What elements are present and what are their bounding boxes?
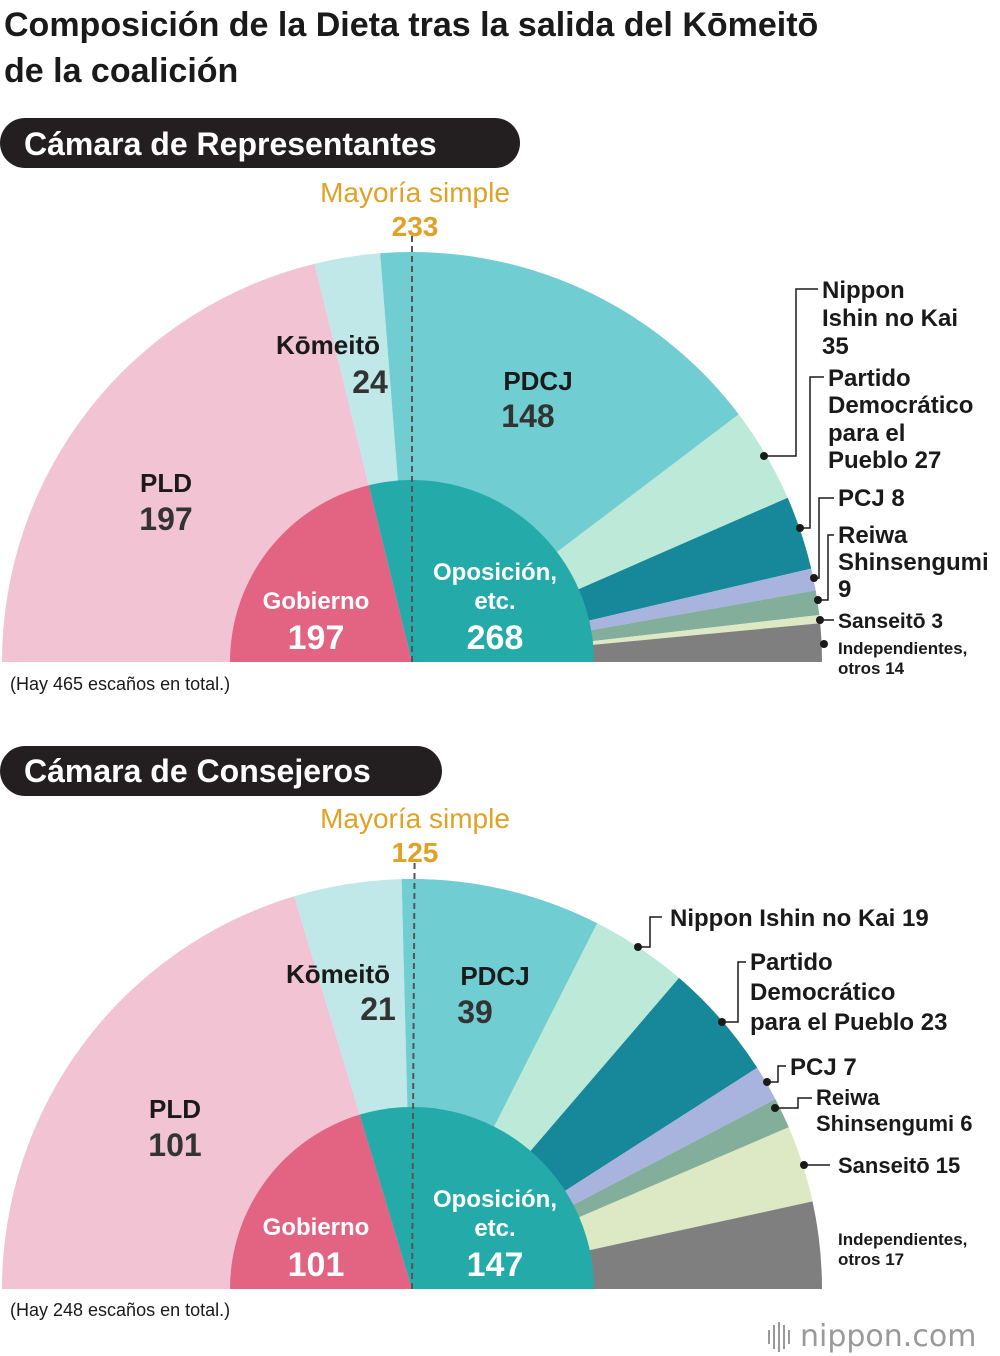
upper-gov-num: 101 xyxy=(288,1246,345,1284)
svg-text:35: 35 xyxy=(822,333,849,360)
upper-pdcj-name: PDCJ xyxy=(460,961,529,991)
lower-komeito-name: Kōmeitō xyxy=(276,330,380,360)
lower-opp-name-1: Oposición, xyxy=(433,559,557,586)
upper-ldp-num: 101 xyxy=(148,1127,201,1163)
upper-komeito-num: 21 xyxy=(360,991,396,1027)
upper-callout-jcp: PCJ 7 xyxy=(763,1054,857,1086)
lower-pdcj-name: PDCJ xyxy=(503,366,572,396)
upper-house-pill xyxy=(0,746,442,796)
lower-group-oposicion-etc xyxy=(368,480,594,662)
lower-total-note: (Hay 465 escaños en total.) xyxy=(10,674,230,694)
logo-text: nippon.com xyxy=(800,1319,976,1354)
svg-text:Independientes,: Independientes, xyxy=(838,1230,967,1249)
lower-pdcj-num: 148 xyxy=(501,398,554,434)
upper-komeito-name: Kōmeitō xyxy=(286,959,390,989)
upper-majority-label: Mayoría simple xyxy=(320,803,510,834)
lower-callout-dpfp: Partido Democrático para el Pueblo 27 xyxy=(796,365,973,532)
upper-pdcj-num: 39 xyxy=(457,994,493,1030)
upper-ldp-name: PLD xyxy=(149,1094,201,1124)
lower-house-pill xyxy=(0,118,520,168)
svg-text:Nippon Ishin no Kai 19: Nippon Ishin no Kai 19 xyxy=(670,905,929,932)
svg-text:Partido: Partido xyxy=(750,949,833,976)
lower-callout-others: Independientes, otros 14 xyxy=(820,639,967,678)
lower-house-title: Cámara de Representantes xyxy=(24,126,437,162)
svg-text:otros 14: otros 14 xyxy=(838,659,905,678)
upper-callout-reiwa: Reiwa Shinsengumi 6 xyxy=(771,1085,972,1136)
upper-callout-ishin: Nippon Ishin no Kai 19 xyxy=(634,905,929,951)
lower-inner-ring xyxy=(230,480,594,662)
lower-callout-jcp: PCJ 8 xyxy=(810,485,905,582)
svg-text:Democrático: Democrático xyxy=(828,392,973,419)
nippon-logo: nippon.com xyxy=(768,1319,976,1354)
lower-gov-num: 197 xyxy=(288,619,345,657)
lower-majority-label: Mayoría simple xyxy=(320,177,510,208)
lower-opp-name-2: etc. xyxy=(474,588,515,615)
lower-ldp-num: 197 xyxy=(139,501,192,537)
logo-bars-icon xyxy=(768,1322,790,1352)
svg-text:Nippon: Nippon xyxy=(822,277,905,304)
svg-text:Ishin no Kai: Ishin no Kai xyxy=(822,305,958,332)
svg-text:Reiwa: Reiwa xyxy=(838,522,908,549)
svg-text:para el: para el xyxy=(828,420,905,447)
svg-text:Shinsengumi 6: Shinsengumi 6 xyxy=(816,1111,972,1136)
upper-group-gobierno xyxy=(230,1114,412,1289)
lower-house-chart: Cámara de Representantes Mayoría simple … xyxy=(0,118,989,694)
lower-callout-reiwa: Reiwa Shinsengumi 9 xyxy=(814,522,989,604)
svg-text:otros 17: otros 17 xyxy=(838,1250,904,1269)
chart-title-line-2: de la coalición xyxy=(4,52,238,90)
upper-callout-sanseito: Sanseitō 15 xyxy=(800,1153,960,1178)
upper-callout-dpfp: Partido Democrático para el Pueblo 23 xyxy=(718,949,947,1036)
svg-text:Reiwa: Reiwa xyxy=(816,1085,880,1110)
svg-text:Independientes,: Independientes, xyxy=(838,639,967,658)
upper-opp-name-1: Oposición, xyxy=(433,1186,557,1213)
svg-text:Partido: Partido xyxy=(828,365,911,392)
chart-title-line-1: Composición de la Dieta tras la salida d… xyxy=(4,6,818,44)
svg-text:PCJ 8: PCJ 8 xyxy=(838,485,905,512)
upper-inner-ring xyxy=(230,1106,594,1289)
upper-group-oposicion-etc xyxy=(359,1106,594,1289)
lower-callout-sanseito: Sanseitō 3 xyxy=(816,610,943,633)
lower-komeito-num: 24 xyxy=(352,364,388,400)
upper-opp-num: 147 xyxy=(467,1246,524,1284)
lower-ldp-name: PLD xyxy=(140,468,192,498)
lower-group-gobierno xyxy=(230,485,412,662)
upper-gov-name: Gobierno xyxy=(263,1214,370,1241)
svg-text:9: 9 xyxy=(838,576,851,603)
lower-opp-num: 268 xyxy=(467,619,524,657)
upper-callout-others: Independientes, otros 17 xyxy=(838,1230,967,1269)
svg-text:Pueblo 27: Pueblo 27 xyxy=(828,447,941,474)
svg-text:PCJ 7: PCJ 7 xyxy=(790,1054,857,1081)
lower-callout-ishin: Nippon Ishin no Kai 35 xyxy=(760,277,958,460)
upper-house-title: Cámara de Consejeros xyxy=(24,753,371,789)
upper-majority-value: 125 xyxy=(392,837,439,868)
lower-gov-name: Gobierno xyxy=(263,588,370,615)
lower-majority-value: 233 xyxy=(392,211,439,242)
upper-majority-line xyxy=(411,859,416,1290)
upper-opp-name-2: etc. xyxy=(474,1215,515,1242)
svg-text:Democrático: Democrático xyxy=(750,979,895,1006)
upper-total-note: (Hay 248 escaños en total.) xyxy=(10,1300,230,1320)
svg-text:Sanseitō 15: Sanseitō 15 xyxy=(838,1153,960,1178)
svg-text:Shinsengumi: Shinsengumi xyxy=(838,549,989,576)
upper-house-chart: Cámara de Consejeros Mayoría simple 125 … xyxy=(0,746,972,1320)
svg-text:Sanseitō 3: Sanseitō 3 xyxy=(838,610,943,633)
svg-text:para el Pueblo 23: para el Pueblo 23 xyxy=(750,1009,947,1036)
